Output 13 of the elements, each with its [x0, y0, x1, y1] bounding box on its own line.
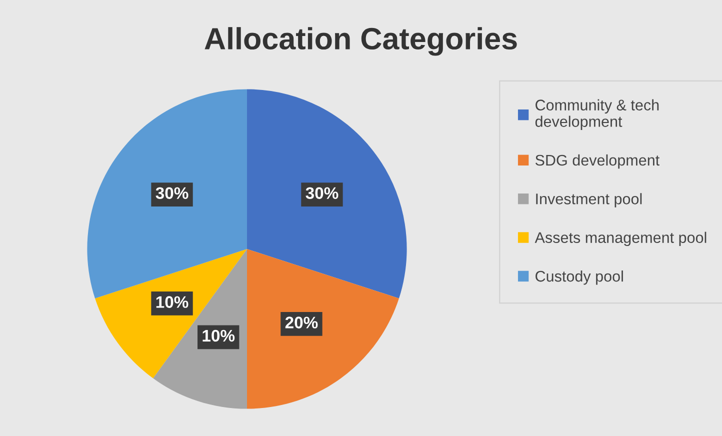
data-label: 10%	[156, 296, 188, 308]
data-label: 30%	[156, 187, 188, 200]
data-label: 10%	[202, 330, 235, 342]
legend-label: Assets management pool	[534, 232, 706, 246]
legend-label: Investment pool	[536, 193, 642, 208]
pie-slice	[247, 249, 399, 409]
legend-label: Custody pool	[536, 270, 623, 285]
pie-slice	[247, 89, 407, 298]
legend-label: Community & tech development	[535, 99, 659, 130]
data-label: 30%	[306, 187, 338, 200]
data-label: 20%	[285, 316, 318, 328]
chart-title: Allocation Categories	[204, 27, 517, 56]
legend-label: SDG development	[535, 154, 660, 169]
